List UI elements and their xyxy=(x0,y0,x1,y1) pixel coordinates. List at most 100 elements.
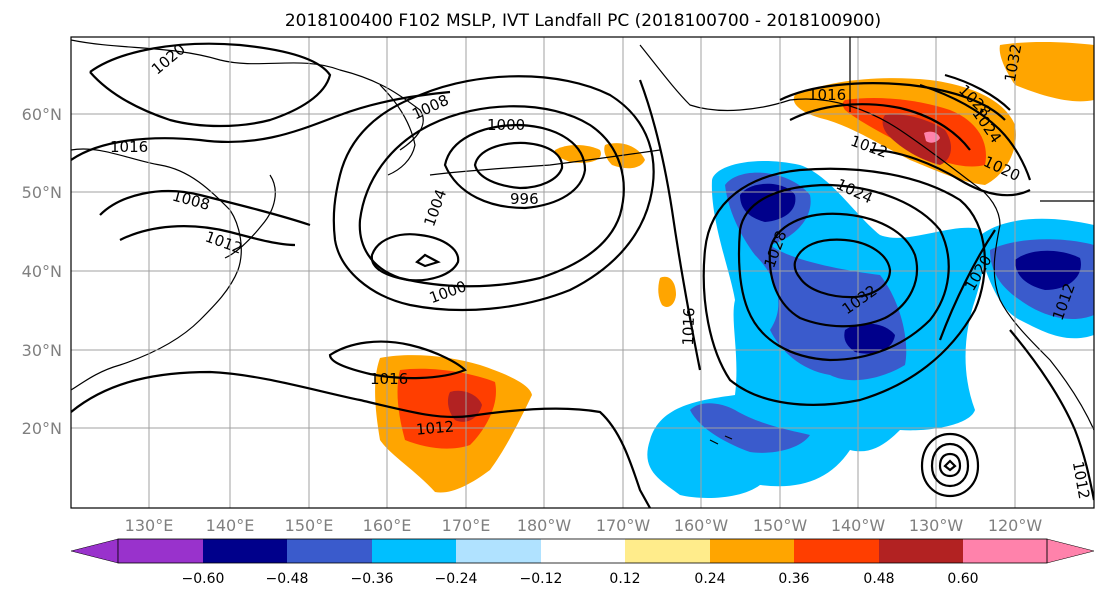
colorbar-tick-label: 0.12 xyxy=(609,571,640,587)
coastline-hawaii xyxy=(709,435,733,445)
lon-label: 170°E xyxy=(442,516,491,535)
colorbar-tick-label: −0.24 xyxy=(435,571,478,587)
map-title: 2018100400 F102 MSLP, IVT Landfall PC (2… xyxy=(285,11,881,31)
lon-label: 130°E xyxy=(125,516,174,535)
ivt-shade-dark-red-alaska xyxy=(882,114,952,165)
colorbar-segment xyxy=(118,539,203,563)
lon-label: 130°W xyxy=(909,516,964,535)
colorbar-segment xyxy=(625,539,710,563)
colorbar-segment xyxy=(879,539,963,563)
colorbar: −0.60 −0.48 −0.36 −0.24 −0.12 0.12 0.24 … xyxy=(70,538,1095,587)
isobar-cyclone-ring-mid xyxy=(930,442,970,488)
colorbar-tick-label: 0.48 xyxy=(863,571,894,587)
longitude-labels: 130°E 140°E 150°E 160°E 170°E 180°W 170°… xyxy=(125,516,1043,535)
coastline-japan xyxy=(224,174,276,259)
coastline-kamchatka xyxy=(379,84,416,176)
isobar-1012-alaska-low xyxy=(789,103,971,151)
lat-label: 30°N xyxy=(22,341,62,360)
map-frame xyxy=(70,36,1095,509)
isobar-1032-high xyxy=(793,238,892,299)
isobar-1000-low-north xyxy=(443,123,587,210)
coastline-alaska xyxy=(639,44,1001,226)
lon-label: 150°E xyxy=(285,516,334,535)
contour-label: 1000 xyxy=(487,116,525,134)
isobar-1024-high xyxy=(737,183,950,362)
colorbar-tick-label: −0.60 xyxy=(182,571,225,587)
isobar-1020-northwest xyxy=(89,42,332,128)
contour-label: 1012 xyxy=(415,417,455,438)
isobar-996-low xyxy=(473,141,564,190)
colorbar-tick-label: −0.12 xyxy=(520,571,563,587)
lat-lon-grid xyxy=(71,37,1094,508)
lon-label: 170°W xyxy=(596,516,651,535)
lat-label: 20°N xyxy=(22,419,62,438)
isobar-1016-west xyxy=(71,90,451,161)
isobar-1016-alaska-low xyxy=(779,82,1006,121)
colorbar-outline xyxy=(117,538,1048,564)
isobar-cyclone-ring-inner xyxy=(938,452,962,478)
ivt-shade-dark-navy-coast xyxy=(1015,250,1081,290)
ivt-shade-dark-navy-offshore xyxy=(844,323,895,354)
isobar-small-low-center xyxy=(415,253,441,268)
lon-label: 150°W xyxy=(753,516,808,535)
lat-label: 50°N xyxy=(22,183,62,202)
isobar-cyclone-ring-outer xyxy=(920,432,980,498)
ivt-shade-orange-aleutian xyxy=(554,145,601,163)
coastline-north-america-west xyxy=(993,224,1094,431)
isobar-1008-low-outer xyxy=(332,75,655,312)
lon-label: 120°W xyxy=(988,516,1043,535)
ivt-positive-shading xyxy=(375,41,1094,493)
lon-label: 180°W xyxy=(517,516,572,535)
lon-label: 140°E xyxy=(206,516,255,535)
isobar-1012-west xyxy=(119,225,296,247)
contour-label: 996 xyxy=(510,190,539,208)
latitude-labels: 60°N 50°N 40°N 30°N 20°N xyxy=(22,105,62,438)
isobar-1012-east xyxy=(1009,329,1094,501)
colorbar-segment xyxy=(372,539,456,563)
contour-label: 1016 xyxy=(370,370,408,388)
coastline-asia-mainland xyxy=(71,148,242,391)
inset-box xyxy=(849,37,1094,202)
ivt-shade-dark-red-subtropical xyxy=(447,390,482,422)
lat-label: 60°N xyxy=(22,105,62,124)
colorbar-tick-label: 0.36 xyxy=(778,571,809,587)
map-panel: 1020 1008 1016 1008 1012 1004 1000 996 1… xyxy=(71,37,1094,508)
colorbar-tick-label: 0.24 xyxy=(694,571,725,587)
lon-label: 160°E xyxy=(363,516,412,535)
colorbar-segment xyxy=(710,539,794,563)
isobar-1016-subtropical-ridge-north xyxy=(328,340,467,380)
isobar-1028-alaska xyxy=(944,73,1011,111)
ivt-shade-orange-northeast xyxy=(999,41,1094,102)
lon-label: 160°W xyxy=(674,516,729,535)
coastline-asia-north xyxy=(71,39,424,151)
colorbar-max-extend xyxy=(1046,538,1095,564)
colorbar-segment xyxy=(203,539,287,563)
isobar-1028-high xyxy=(768,212,919,328)
lat-label: 40°N xyxy=(22,262,62,281)
ivt-shade-red-orange-subtropical xyxy=(397,368,496,449)
colorbar-segment xyxy=(963,539,1047,563)
lon-label: 140°W xyxy=(831,516,886,535)
ivt-negative-shading xyxy=(647,160,1094,498)
isobar-1020-pnw xyxy=(938,229,996,341)
colorbar-tick-label: −0.36 xyxy=(351,571,394,587)
isobar-1012-subtropical xyxy=(71,370,651,508)
isobar-1024-alaska xyxy=(919,83,1032,181)
colorbar-segment xyxy=(541,539,625,563)
colorbar-tick-label: −0.48 xyxy=(266,571,309,587)
coastlines xyxy=(71,39,1094,445)
isobar-cyclone-center xyxy=(943,459,957,472)
ivt-shade-dark-navy xyxy=(740,183,796,222)
contour-label: 1016 xyxy=(679,307,698,346)
colorbar-min-extend xyxy=(70,538,119,564)
isobar-1008-west xyxy=(99,189,311,227)
isobar-1020-alaska xyxy=(869,148,1031,197)
isobar-1000-low-south xyxy=(370,233,460,282)
contour-label: 1016 xyxy=(808,86,846,104)
colorbar-segment xyxy=(287,539,372,563)
colorbar-tick-label: 0.60 xyxy=(947,571,978,587)
contour-label: 1016 xyxy=(110,138,148,156)
mslp-contours xyxy=(71,42,1094,508)
ivt-shade-orange-mid xyxy=(658,276,676,307)
